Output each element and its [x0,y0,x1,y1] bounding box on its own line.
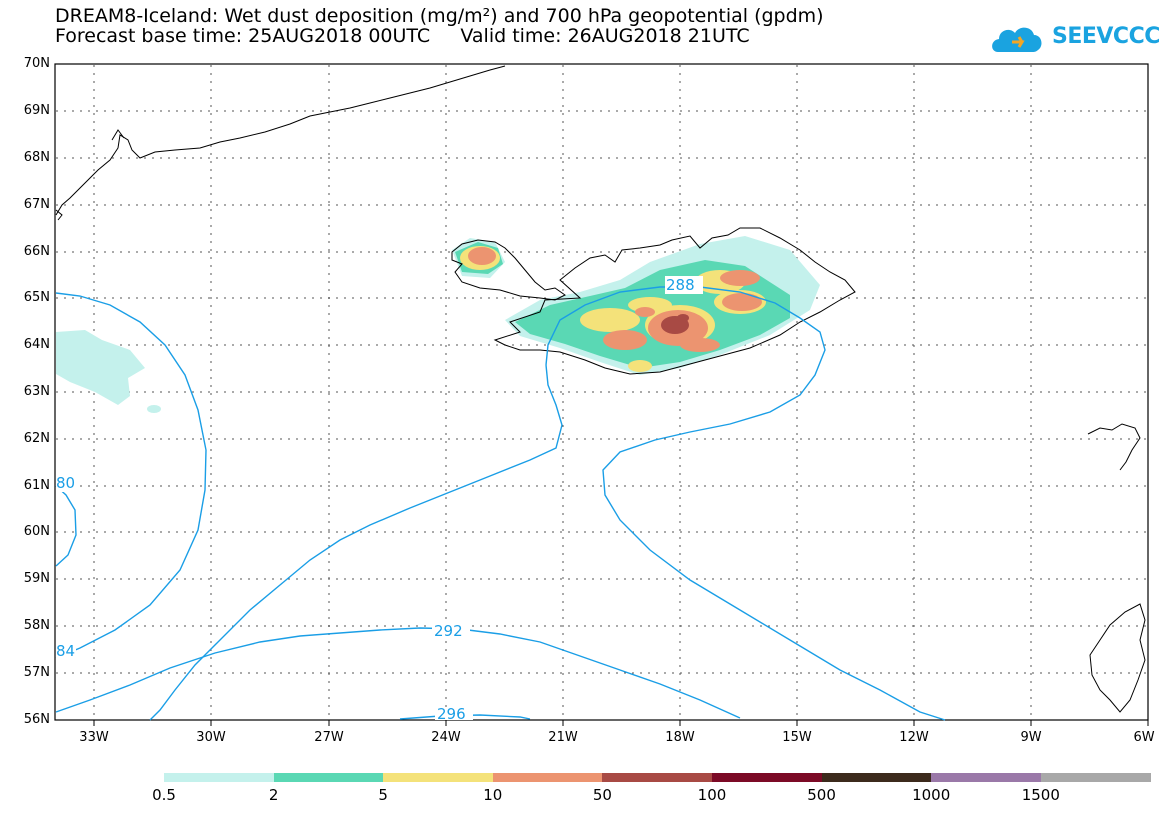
lat-label: 59N [23,571,50,586]
lon-label: 15W [782,730,812,745]
colorbar-label: 1500 [1021,786,1060,804]
colorbar-label: 50 [592,786,612,804]
greenland-coast [55,65,506,216]
lat-label: 66N [23,244,50,259]
lon-label: 6W [1133,730,1155,745]
lon-label: 27W [314,730,344,745]
lat-label: 60N [23,524,50,539]
lat-label: 69N [23,103,50,118]
lat-label: 64N [23,337,50,352]
colorbar-swatch [273,773,384,782]
faroe-coast [1087,423,1141,471]
map-title: DREAM8-Iceland: Wet dust deposition (mg/… [55,5,824,27]
lon-label: 21W [548,730,578,745]
colorbar-label: 2 [268,786,279,804]
colorbar-swatch [164,773,274,782]
lat-label: 62N [23,431,50,446]
westfjords-coast [451,239,566,301]
logo-text: SEEVCCC [1052,24,1160,49]
colorbar-swatch [602,773,713,782]
iceland-dust-brown [661,314,689,334]
lat-label: 58N [23,618,50,633]
contour-label-288: 288 [666,276,695,294]
contour-label-296: 296 [437,705,466,723]
lat-label: 63N [23,384,50,399]
lon-label: 18W [665,730,695,745]
colorbar-label: 500 [807,786,836,804]
gridlines [56,65,1147,719]
lon-label: 12W [899,730,929,745]
lon-label: 30W [196,730,226,745]
colorbar-swatch [383,773,494,782]
colorbar-label: 100 [697,786,727,804]
contour-label-292: 292 [434,622,463,640]
seevccc-cloud-icon [992,27,1042,52]
lat-label: 68N [23,150,50,165]
lon-label: 9W [1020,730,1042,745]
colorbar-label: 1000 [912,786,951,804]
lat-label: 67N [23,197,50,212]
lat-label: 56N [23,712,50,727]
lat-label: 57N [23,665,50,680]
colorbar-swatch [712,773,822,782]
axis-ticks [93,720,1149,726]
lon-label: 24W [431,730,461,745]
colorbar-swatch [931,773,1042,782]
lat-label: 61N [23,478,50,493]
colorbar-label: 0.5 [152,786,176,804]
colorbar-label: 10 [483,786,503,804]
iceland-coast [493,227,856,375]
contour-label-84: 84 [56,642,76,660]
colorbar-label: 5 [378,786,388,804]
map-frame [54,63,1149,721]
colorbar-swatch [492,773,603,782]
dust-patch-west [56,330,161,413]
lat-label: 70N [23,56,50,71]
lat-label: 65N [23,290,50,305]
contour-label-80: 80 [56,474,76,492]
colorbar-swatch [821,773,932,782]
geopotential-contours [55,286,946,721]
lon-label: 33W [79,730,109,745]
contour-label-bg [56,276,703,720]
scotland-coast [1089,603,1146,713]
colorbar-swatch [1040,773,1151,782]
greenland-coast-2 [55,129,125,221]
map-subtitle: Forecast base time: 25AUG2018 00UTC Vali… [55,25,750,47]
